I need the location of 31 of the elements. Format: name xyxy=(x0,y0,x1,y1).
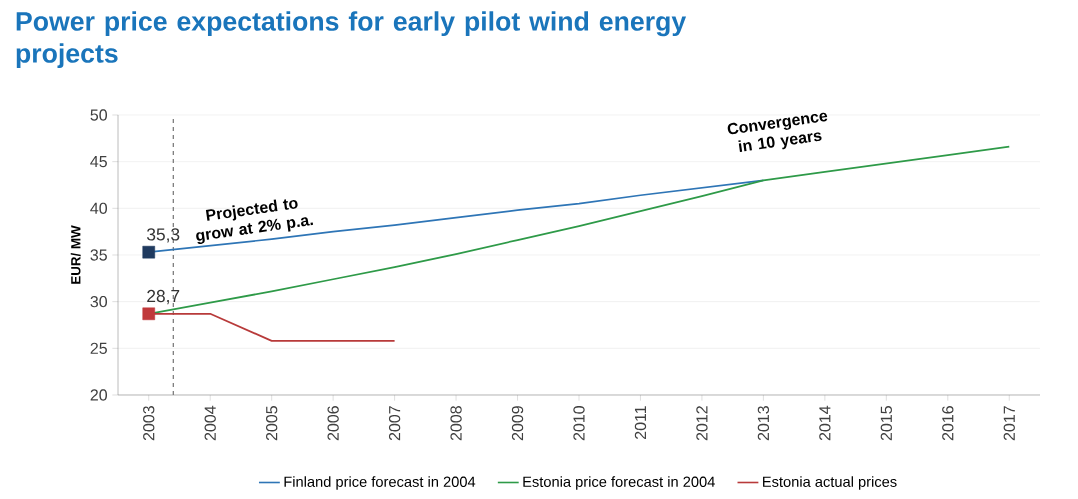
y-tick-label: 45 xyxy=(90,156,107,168)
legend-label: Finland price forecast in 2004 xyxy=(284,476,476,490)
legend-label: Estonia price forecast in 2004 xyxy=(523,476,715,490)
x-tick-label: 2012 xyxy=(696,406,708,441)
y-tick-label: 35 xyxy=(90,249,107,261)
x-tick-label: 2009 xyxy=(511,406,524,441)
y-tick-label: 30 xyxy=(90,296,108,308)
x-tick-label: 2008 xyxy=(450,406,462,441)
x-tick-label: 2013 xyxy=(757,406,770,441)
y-tick-label: 40 xyxy=(90,202,108,214)
y-tick-label: 20 xyxy=(90,389,108,401)
legend-label: Estonia actual prices xyxy=(763,476,897,490)
y-axis-title: EUR/ MW xyxy=(70,225,81,284)
y-tick-label: 50 xyxy=(90,109,108,121)
x-tick-label: 2007 xyxy=(388,406,401,441)
x-tick-label: 2005 xyxy=(266,406,278,441)
x-tick-label: 2015 xyxy=(880,406,892,441)
x-tick-label: 2003 xyxy=(143,406,155,441)
x-tick-label: 2011 xyxy=(634,406,647,439)
x-tick-label: 2016 xyxy=(942,406,954,441)
annotation: Projected to grow at 2% p.a. xyxy=(196,199,314,245)
annotation: Convergence in 10 years xyxy=(727,112,828,152)
data-label: 28,7 xyxy=(147,289,180,305)
chart-title: Power price expectations for early pilot wind energy projects xyxy=(16,11,687,69)
x-tick-label: 2014 xyxy=(819,405,831,441)
x-tick-label: 2004 xyxy=(204,405,216,441)
data-label: 35,3 xyxy=(147,228,180,243)
x-tick-label: 2006 xyxy=(327,406,339,441)
x-tick-label: 2017 xyxy=(1003,406,1015,441)
x-tick-label: 2010 xyxy=(573,406,585,441)
y-tick-label: 25 xyxy=(90,342,107,354)
